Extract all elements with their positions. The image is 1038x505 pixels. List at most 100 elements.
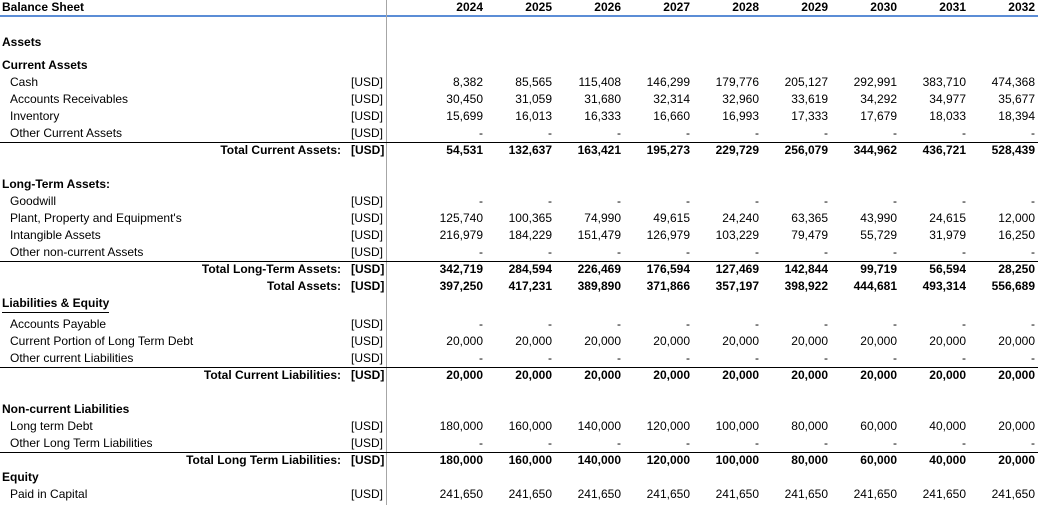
value-cell[interactable]: 28,250	[998, 262, 1035, 276]
value-cell[interactable]: -	[1031, 436, 1035, 450]
value-cell[interactable]: -	[755, 194, 759, 208]
value-cell[interactable]: 241,650	[715, 487, 759, 501]
value-cell[interactable]: 20,000	[446, 368, 483, 382]
value-cell[interactable]: 383,710	[922, 75, 966, 89]
value-cell[interactable]: -	[1031, 194, 1035, 208]
value-cell[interactable]: -	[893, 194, 897, 208]
value-cell[interactable]: 142,844	[784, 262, 828, 276]
value-cell[interactable]: -	[617, 317, 621, 331]
value-cell[interactable]: 140,000	[577, 453, 621, 467]
value-cell[interactable]: 15,699	[446, 109, 483, 123]
value-cell[interactable]: 20,000	[515, 368, 552, 382]
value-cell[interactable]: 241,650	[922, 487, 966, 501]
value-cell[interactable]: 20,000	[929, 334, 966, 348]
value-cell[interactable]: 20,000	[998, 419, 1035, 433]
value-cell[interactable]: 180,000	[439, 419, 483, 433]
value-cell[interactable]: 12,000	[998, 211, 1035, 225]
value-cell[interactable]: 54,531	[446, 143, 483, 157]
value-cell[interactable]: -	[1031, 126, 1035, 140]
value-cell[interactable]: 398,922	[784, 279, 828, 293]
value-cell[interactable]: 179,776	[715, 75, 759, 89]
value-cell[interactable]: 99,719	[860, 262, 897, 276]
value-cell[interactable]: 24,615	[929, 211, 966, 225]
value-cell[interactable]: 40,000	[929, 453, 966, 467]
value-cell[interactable]: 16,013	[515, 109, 552, 123]
value-cell[interactable]: 226,469	[577, 262, 621, 276]
value-cell[interactable]: 24,240	[722, 211, 759, 225]
value-cell[interactable]: 342,719	[439, 262, 483, 276]
value-cell[interactable]: -	[1031, 351, 1035, 365]
value-cell[interactable]: -	[755, 436, 759, 450]
value-cell[interactable]: 20,000	[929, 368, 966, 382]
value-cell[interactable]: 20,000	[584, 334, 621, 348]
value-cell[interactable]: 184,229	[508, 228, 552, 242]
value-cell[interactable]: -	[755, 351, 759, 365]
value-cell[interactable]: -	[962, 245, 966, 259]
value-cell[interactable]: -	[686, 126, 690, 140]
value-cell[interactable]: 33,619	[791, 92, 828, 106]
value-cell[interactable]: -	[686, 351, 690, 365]
value-cell[interactable]: -	[617, 351, 621, 365]
value-cell[interactable]: 80,000	[791, 419, 828, 433]
value-cell[interactable]: -	[962, 317, 966, 331]
value-cell[interactable]: 20,000	[860, 368, 897, 382]
value-cell[interactable]: -	[824, 245, 828, 259]
value-cell[interactable]: 20,000	[722, 334, 759, 348]
value-cell[interactable]: -	[755, 245, 759, 259]
value-cell[interactable]: -	[617, 245, 621, 259]
value-cell[interactable]: 20,000	[653, 334, 690, 348]
value-cell[interactable]: 229,729	[715, 143, 759, 157]
value-cell[interactable]: 20,000	[998, 334, 1035, 348]
value-cell[interactable]: -	[893, 245, 897, 259]
value-cell[interactable]: 18,033	[929, 109, 966, 123]
value-cell[interactable]: 18,394	[998, 109, 1035, 123]
value-cell[interactable]: 20,000	[998, 368, 1035, 382]
value-cell[interactable]: 43,990	[860, 211, 897, 225]
value-cell[interactable]: -	[824, 351, 828, 365]
value-cell[interactable]: -	[824, 317, 828, 331]
value-cell[interactable]: 17,333	[791, 109, 828, 123]
value-cell[interactable]: 20,000	[722, 368, 759, 382]
value-cell[interactable]: -	[479, 317, 483, 331]
value-cell[interactable]: 16,333	[584, 109, 621, 123]
value-cell[interactable]: 31,059	[515, 92, 552, 106]
value-cell[interactable]: -	[548, 194, 552, 208]
value-cell[interactable]: 474,368	[991, 75, 1035, 89]
value-cell[interactable]: 120,000	[646, 453, 690, 467]
value-cell[interactable]: 160,000	[508, 453, 552, 467]
value-cell[interactable]: 216,979	[439, 228, 483, 242]
value-cell[interactable]: 100,000	[715, 419, 759, 433]
value-cell[interactable]: -	[893, 351, 897, 365]
value-cell[interactable]: 100,000	[715, 453, 759, 467]
value-cell[interactable]: 140,000	[577, 419, 621, 433]
value-cell[interactable]: -	[617, 126, 621, 140]
value-cell[interactable]: 146,299	[646, 75, 690, 89]
value-cell[interactable]: 444,681	[853, 279, 897, 293]
value-cell[interactable]: -	[893, 436, 897, 450]
value-cell[interactable]: -	[479, 194, 483, 208]
value-cell[interactable]: -	[755, 126, 759, 140]
value-cell[interactable]: 389,890	[577, 279, 621, 293]
value-cell[interactable]: -	[962, 194, 966, 208]
value-cell[interactable]: 31,680	[584, 92, 621, 106]
value-cell[interactable]: 241,650	[508, 487, 552, 501]
value-cell[interactable]: 195,273	[646, 143, 690, 157]
value-cell[interactable]: 120,000	[646, 419, 690, 433]
value-cell[interactable]: 176,594	[646, 262, 690, 276]
value-cell[interactable]: 256,079	[784, 143, 828, 157]
value-cell[interactable]: 241,650	[646, 487, 690, 501]
value-cell[interactable]: 151,479	[577, 228, 621, 242]
value-cell[interactable]: 127,469	[715, 262, 759, 276]
value-cell[interactable]: -	[548, 317, 552, 331]
value-cell[interactable]: 397,250	[439, 279, 483, 293]
value-cell[interactable]: 436,721	[922, 143, 966, 157]
value-cell[interactable]: 80,000	[791, 453, 828, 467]
value-cell[interactable]: 125,740	[439, 211, 483, 225]
value-cell[interactable]: 79,479	[791, 228, 828, 242]
value-cell[interactable]: -	[824, 194, 828, 208]
value-cell[interactable]: 241,650	[577, 487, 621, 501]
value-cell[interactable]: 56,594	[929, 262, 966, 276]
value-cell[interactable]: 344,962	[853, 143, 897, 157]
value-cell[interactable]: -	[548, 126, 552, 140]
value-cell[interactable]: -	[962, 351, 966, 365]
